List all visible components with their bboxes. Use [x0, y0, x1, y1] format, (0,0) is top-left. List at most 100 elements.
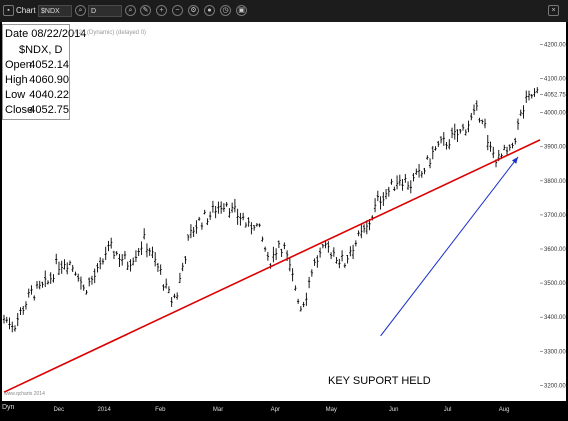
ohlc-bar	[354, 240, 358, 247]
interval-input[interactable]: D	[88, 5, 122, 17]
ohlc-bar	[184, 256, 187, 264]
ohlc-bar	[118, 253, 121, 267]
ohlc-bar	[329, 252, 333, 260]
clock-icon[interactable]: ◷	[220, 5, 231, 16]
ohlc-bar	[200, 222, 204, 230]
ohlc-bar	[82, 284, 85, 291]
ohlc-bar	[217, 201, 220, 214]
ohlc-bar	[423, 167, 426, 175]
ohlc-bar	[11, 321, 14, 333]
ohlc-bar	[206, 218, 209, 226]
dyn-label[interactable]: Dyn	[2, 404, 15, 411]
ohlc-bar	[214, 205, 217, 219]
ohlc-bar	[390, 178, 393, 185]
ohlc-bar	[140, 241, 143, 256]
ohlc-bar	[255, 223, 259, 227]
ohlc-bar	[384, 189, 388, 200]
ohlc-bar	[93, 268, 96, 284]
ohlc-bar	[475, 100, 478, 111]
ohlc-bar	[88, 277, 91, 287]
info-value: 4052.14	[29, 59, 69, 71]
ohlc-bar	[266, 251, 270, 261]
ohlc-bar	[159, 264, 162, 275]
ohlc-bar	[120, 254, 124, 266]
ohlc-bar	[483, 118, 487, 129]
pencil-icon[interactable]: ✎	[140, 5, 151, 16]
x-tick-label: Jul	[444, 407, 452, 413]
ohlc-bar	[107, 240, 110, 252]
plus-icon[interactable]: +	[156, 5, 167, 16]
ohlc-bar	[167, 286, 171, 294]
ohlc-bar	[448, 139, 451, 150]
ohlc-bar	[236, 208, 239, 225]
ohlc-bar	[252, 225, 256, 231]
symbol-input[interactable]: $NDX	[38, 5, 72, 17]
ohlc-bar	[126, 261, 129, 270]
ohlc-bar	[426, 155, 429, 160]
ohlc-bar	[222, 203, 226, 212]
arrow-head	[511, 156, 519, 164]
ohlc-bar	[299, 306, 303, 312]
ohlc-bar	[376, 190, 380, 202]
x-tick-label: Dec	[53, 407, 64, 413]
ohlc-bar	[442, 132, 445, 146]
ohlc-bar	[318, 247, 322, 258]
chart-plot-area[interactable]	[2, 22, 542, 401]
ohlc-bar	[162, 284, 165, 291]
ohlc-bar	[321, 243, 325, 249]
ohlc-bar	[68, 260, 72, 266]
ohlc-bar	[74, 271, 77, 276]
ohlc-bar	[96, 263, 99, 273]
ohlc-bar	[486, 134, 489, 151]
ohlc-bar	[536, 87, 539, 94]
ohlc-bar	[239, 212, 242, 226]
info-label: Open	[5, 59, 32, 71]
lock-icon[interactable]: ●	[204, 5, 215, 16]
ohlc-bar	[461, 123, 465, 131]
ohlc-bar	[30, 285, 33, 295]
info-label: Low	[5, 89, 26, 101]
camera-icon[interactable]: ▣	[236, 5, 247, 16]
ohlc-bar	[470, 112, 473, 121]
chart-window-icon[interactable]: ▪	[3, 5, 14, 16]
ohlc-bar	[340, 250, 344, 262]
ohlc-bar	[247, 217, 250, 227]
y-tick-label: 3600.00	[544, 247, 566, 253]
time-axis[interactable]	[2, 401, 566, 417]
y-tick-label: 3200.00	[544, 383, 566, 389]
ohlc-bar	[527, 90, 531, 101]
x-tick-label: May	[326, 407, 337, 413]
ohlc-bar	[35, 281, 39, 289]
ohlc-bar	[261, 236, 264, 242]
ohlc-bar	[525, 90, 528, 103]
symbol-search-icon[interactable]: ⌕	[75, 5, 86, 16]
y-tick-label: 3800.00	[544, 179, 566, 185]
info-label: High	[5, 74, 28, 86]
settings-icon[interactable]: ⚙	[188, 5, 199, 16]
ohlc-bar	[472, 104, 476, 115]
ohlc-bar	[456, 129, 459, 142]
ohlc-bar	[22, 305, 25, 315]
x-tick-label: Aug	[499, 407, 510, 413]
ohlc-bar	[514, 137, 517, 145]
ohlc-bar	[492, 146, 495, 159]
ohlc-bar	[530, 93, 533, 99]
ohlc-bar	[415, 168, 418, 175]
data-window: Date 08/22/2014 $NDX, D Open 4052.14 Hig…	[2, 24, 86, 120]
ohlc-bar	[360, 223, 363, 239]
ohlc-bar	[362, 224, 366, 233]
chart-icon[interactable]: ~	[172, 5, 183, 16]
ohlc-bar	[351, 244, 355, 260]
info-value: 4060.90	[29, 74, 69, 86]
price-axis[interactable]	[542, 22, 566, 401]
ohlc-bar	[99, 257, 102, 270]
ohlc-bar	[519, 109, 522, 117]
y-tick-labels: 4200.00 4100.00 4052.75 4000.00 3900.00 3800.…	[540, 42, 566, 389]
ohlc-bar	[511, 142, 514, 149]
search-icon[interactable]: ⌕	[125, 5, 136, 16]
ohlc-bar	[431, 146, 434, 160]
ohlc-bar	[110, 237, 113, 249]
ohlc-bar	[175, 292, 179, 300]
close-icon[interactable]: ×	[548, 5, 559, 16]
